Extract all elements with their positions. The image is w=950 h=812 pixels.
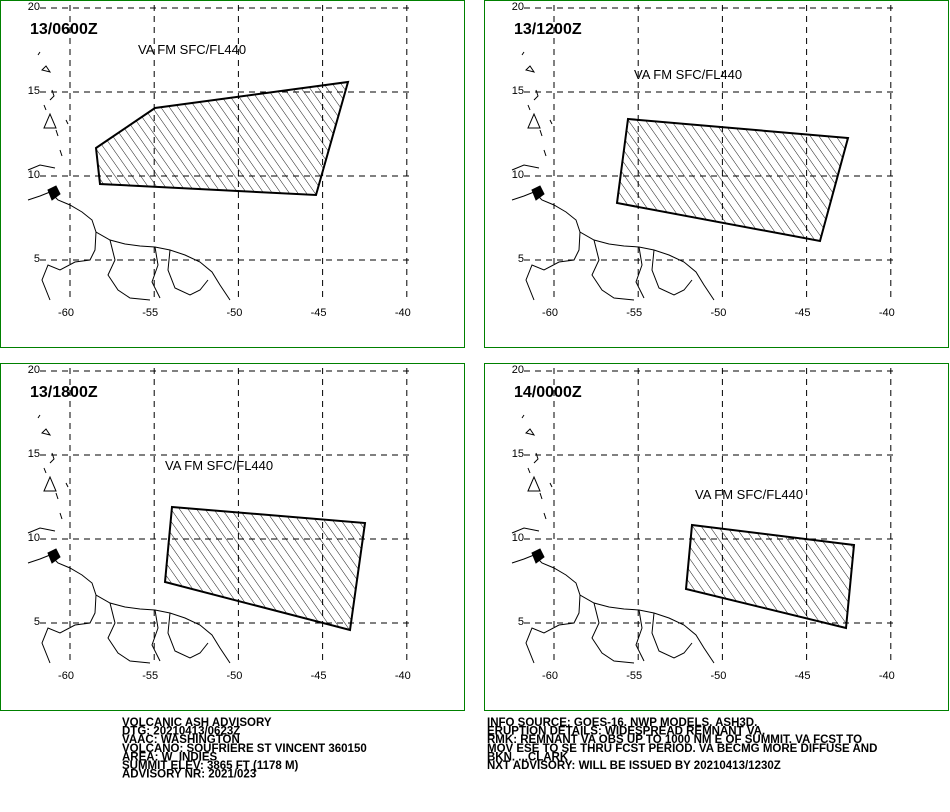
lon-label: -45 [795, 307, 811, 319]
lat-label: 10 [512, 169, 524, 181]
ash-area [163, 505, 367, 632]
lat-label: 20 [28, 364, 40, 376]
panel-border [484, 363, 949, 711]
lat-label: 5 [518, 253, 524, 265]
lat-label: 15 [512, 85, 524, 97]
ash-area [684, 523, 856, 630]
ash-label: VA FM SFC/FL440 [695, 487, 803, 502]
panel-border [0, 363, 465, 711]
forecast-time: 13/1200Z [514, 21, 582, 38]
lat-label: 15 [28, 85, 40, 97]
lon-label: -60 [542, 670, 558, 682]
lat-label: 20 [28, 1, 40, 13]
lon-label: -55 [626, 307, 642, 319]
lon-label: -55 [142, 670, 158, 682]
advisory-line: SUMMIT ELEV: 3865 FT (1178 M) [122, 760, 299, 772]
lat-label: 10 [512, 532, 524, 544]
advisory-line: VAAC: WASHINGTON [122, 734, 240, 746]
ash-area [94, 80, 350, 197]
panel-border [0, 0, 465, 348]
lon-label: -55 [142, 307, 158, 319]
advisory-line: INFO SOURCE: GOES-16. NWP MODELS. ASH3D. [487, 717, 757, 729]
ash-label: VA FM SFC/FL440 [138, 42, 246, 57]
lat-label: 5 [518, 616, 524, 628]
advisory-line: DTG: 20210413/0623Z [122, 726, 240, 738]
advisory-line: ADVISORY NR: 2021/023 [122, 769, 256, 781]
advisory-line: AREA: W_INDIES [122, 751, 218, 763]
lon-label: -50 [226, 307, 242, 319]
lon-label: -40 [395, 307, 411, 319]
ash-label: VA FM SFC/FL440 [634, 67, 742, 82]
advisory-line: VOLCANO: SOUFRIERE ST VINCENT 360150 [122, 743, 367, 755]
advisory-line: BKN. ...CLARK [487, 751, 569, 763]
lon-label: -40 [879, 307, 895, 319]
lon-label: -45 [795, 670, 811, 682]
lon-label: -50 [710, 670, 726, 682]
lat-label: 20 [512, 364, 524, 376]
forecast-time: 13/0600Z [30, 21, 98, 38]
panel-border [484, 0, 949, 348]
lon-label: -45 [311, 670, 327, 682]
lat-label: 15 [28, 448, 40, 460]
lon-label: -40 [879, 670, 895, 682]
lon-label: -40 [395, 670, 411, 682]
lon-label: -50 [226, 670, 242, 682]
ash-area [615, 117, 850, 243]
lat-label: 5 [34, 253, 40, 265]
map-panel: -60 -55 -50 -45 -40 20 15 10 5 13/0600Z VA FM SFC/… [0, 0, 465, 348]
advisory-line: RMK: REMNANT VA OBS UP TO 1000 NM E OF S… [487, 734, 862, 746]
lon-label: -60 [58, 307, 74, 319]
map-panel: -60 -55 -50 -45 -40 20 15 10 5 13/1800Z VA FM SFC/… [0, 363, 465, 711]
advisory-line: ERUPTION DETAILS: WIDESPREAD REMNANT VA. [487, 726, 765, 738]
lat-label: 10 [28, 532, 40, 544]
lat-label: 15 [512, 448, 524, 460]
lon-label: -60 [542, 307, 558, 319]
lat-label: 10 [28, 169, 40, 181]
advisory-line: VOLCANIC ASH ADVISORY [122, 717, 272, 729]
advisory-line: NXT ADVISORY: WILL BE ISSUED BY 20210413… [487, 760, 781, 772]
forecast-time: 14/0000Z [514, 384, 582, 401]
lon-label: -60 [58, 670, 74, 682]
map-panel: -60 -55 -50 -45 -40 20 15 10 5 13/1200Z VA FM SFC/… [484, 0, 949, 348]
advisory-line: MOV ESE TO SE THRU FCST PERIOD. VA BECMG… [487, 743, 877, 755]
lon-label: -55 [626, 670, 642, 682]
forecast-time: 13/1800Z [30, 384, 98, 401]
lon-label: -50 [710, 307, 726, 319]
ash-label: VA FM SFC/FL440 [165, 458, 273, 473]
lat-label: 20 [512, 1, 524, 13]
lon-label: -45 [311, 307, 327, 319]
lat-label: 5 [34, 616, 40, 628]
map-panel: -60 -55 -50 -45 -40 20 15 10 5 14/0000Z VA FM SFC/… [484, 363, 949, 711]
